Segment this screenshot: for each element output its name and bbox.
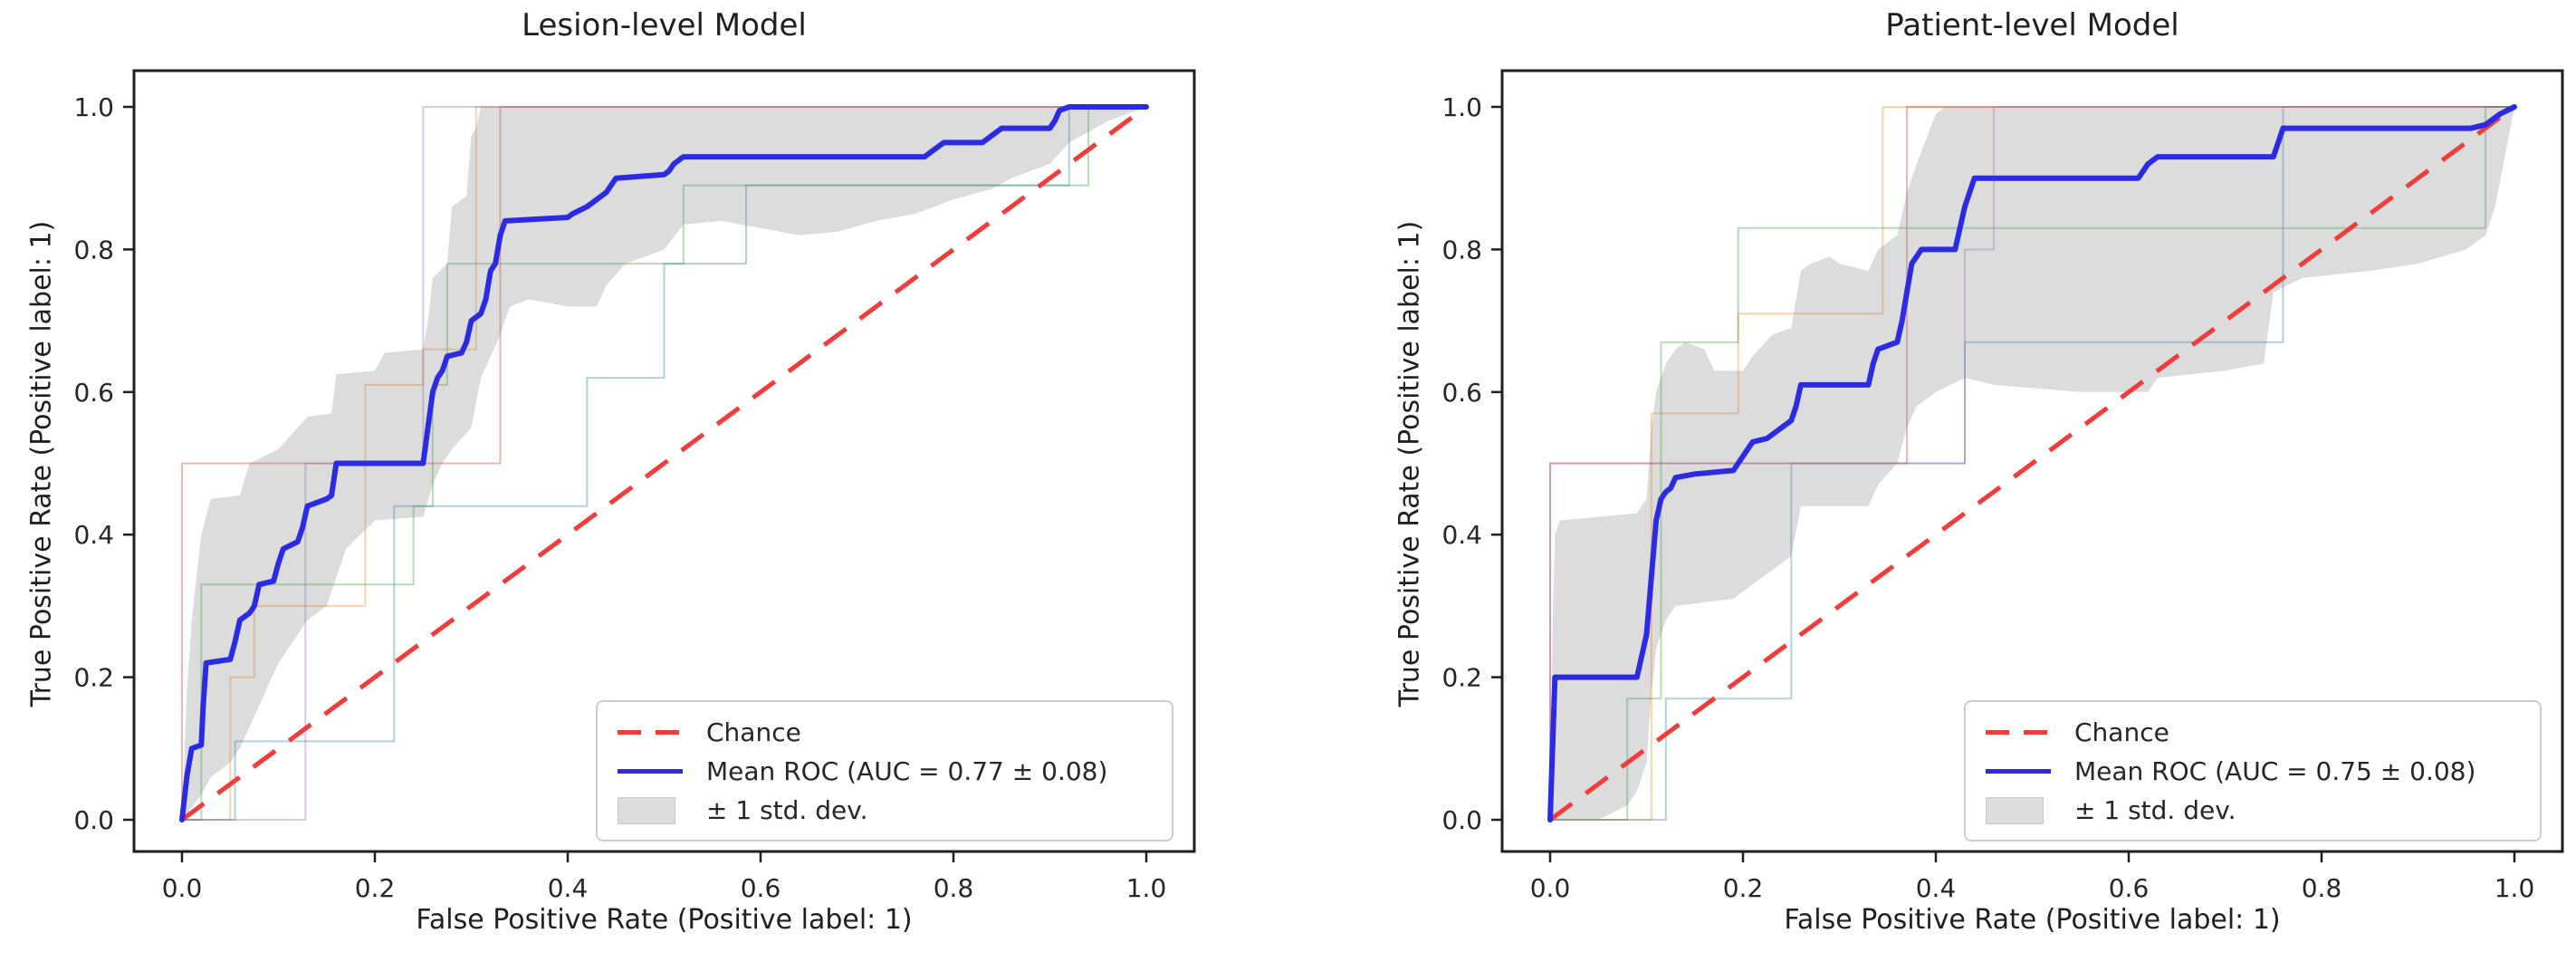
legend-label: ± 1 std. dev. xyxy=(706,795,868,825)
patient-roc-plot: 0.0 0.0 0.2 0.2 0.4 0.4 0.6 0.6 0.8 0.8 1.0 1.0 xyxy=(1441,69,2564,903)
mean-roc-line-swatch xyxy=(1986,769,2053,774)
fold-3-curve xyxy=(1549,106,2514,820)
page-title-lesion: Lesion-level Model xyxy=(522,7,807,43)
fold-2-curve xyxy=(1550,106,2514,821)
chance-dashed-line-swatch xyxy=(1986,730,2053,735)
std-band-patch-swatch xyxy=(1986,796,2053,824)
legend-patient: Chance Mean ROC (AUC = 0.75 ± 0.08) ± 1 … xyxy=(1964,700,2542,842)
page-title-patient: Patient-level Model xyxy=(1885,7,2179,43)
fold-2-curve xyxy=(182,106,1146,821)
chance-dashed-line-swatch xyxy=(618,730,685,735)
y-tick-label: 0.6 xyxy=(1441,378,1482,408)
axes-spines xyxy=(132,69,1196,853)
y-tick-label: 1.0 xyxy=(73,92,114,122)
x-tick-label: 0.8 xyxy=(934,873,974,903)
y-tick-label: 0.0 xyxy=(73,805,114,835)
fold-0-curve xyxy=(182,106,1146,821)
x-tick-label: 0.0 xyxy=(162,873,203,903)
y-tick-label: 0.4 xyxy=(73,520,114,550)
x-tick-label: 0.0 xyxy=(1530,873,1571,903)
std-band-patch-swatch xyxy=(618,796,685,824)
y-tick-label: 0.4 xyxy=(1441,520,1482,550)
panel-lesion-level: 0.0 0.0 0.2 0.2 0.4 0.4 0.6 0.6 0.8 0.8 1.0 1.0 Les… xyxy=(0,0,1218,962)
axes-spines xyxy=(1500,69,2564,853)
x-tick-label: 0.4 xyxy=(1916,873,1957,903)
y-tick-label: 0.6 xyxy=(73,378,114,408)
x-tick-label: 1.0 xyxy=(1126,873,1167,903)
y-tick-label: 0.0 xyxy=(1441,805,1482,835)
x-tick-label: 1.0 xyxy=(2495,873,2535,903)
legend-item-mean-roc: Mean ROC (AUC = 0.77 ± 0.08) xyxy=(618,752,1163,791)
y-tick-label: 0.8 xyxy=(1441,235,1482,265)
mean-roc-line-swatch xyxy=(618,769,685,774)
fold-1-curve xyxy=(182,106,1146,821)
fold-3-curve xyxy=(181,106,1146,820)
legend-lesion: Chance Mean ROC (AUC = 0.77 ± 0.08) ± 1 … xyxy=(596,700,1173,842)
y-axis-label-patient: True Positive Rate (Positive label: 1) xyxy=(1393,220,1426,707)
x-tick-label: 0.8 xyxy=(2302,873,2342,903)
legend-item-std-dev: ± 1 std. dev. xyxy=(618,791,1163,830)
legend-label: Mean ROC (AUC = 0.75 ± 0.08) xyxy=(2074,756,2476,786)
mean-roc-curve xyxy=(1547,104,2517,823)
chance-line xyxy=(180,104,1148,823)
x-tick-label: 0.6 xyxy=(741,873,781,903)
fold-0-curve xyxy=(1550,106,2514,821)
chance-line xyxy=(1548,104,2516,823)
panel-patient-level: 0.0 0.0 0.2 0.2 0.4 0.4 0.6 0.6 0.8 0.8 1.0 1.0 Pat… xyxy=(1368,0,2576,962)
lesion-roc-plot: 0.0 0.0 0.2 0.2 0.4 0.4 0.6 0.6 0.8 0.8 1.0 1.0 xyxy=(73,69,1196,903)
y-tick-label: 1.0 xyxy=(1441,92,1482,122)
legend-label: Chance xyxy=(706,717,801,747)
fold-4-curve xyxy=(1549,106,2514,820)
legend-item-std-dev: ± 1 std. dev. xyxy=(1986,791,2531,830)
legend-label: ± 1 std. dev. xyxy=(2074,795,2236,825)
x-tick-label: 0.2 xyxy=(355,873,396,903)
y-tick-label: 0.2 xyxy=(1441,663,1482,693)
x-axis-label-lesion: False Positive Rate (Positive label: 1) xyxy=(416,904,913,936)
y-axis-label-lesion: True Positive Rate (Positive label: 1) xyxy=(25,220,58,707)
fold-1-curve xyxy=(1550,106,2514,821)
x-tick-label: 0.6 xyxy=(2109,873,2150,903)
y-tick-label: 0.8 xyxy=(73,235,114,265)
mean-roc-curve xyxy=(179,104,1149,823)
legend-item-chance: Chance xyxy=(1986,713,2531,752)
legend-item-chance: Chance xyxy=(618,713,1163,752)
legend-item-mean-roc: Mean ROC (AUC = 0.75 ± 0.08) xyxy=(1986,752,2531,791)
legend-label: Chance xyxy=(2074,717,2169,747)
x-tick-label: 0.4 xyxy=(548,873,589,903)
x-tick-label: 0.2 xyxy=(1723,873,1764,903)
legend-label: Mean ROC (AUC = 0.77 ± 0.08) xyxy=(706,756,1108,786)
x-axis-label-patient: False Positive Rate (Positive label: 1) xyxy=(1784,904,2281,936)
y-tick-label: 0.2 xyxy=(73,663,114,693)
